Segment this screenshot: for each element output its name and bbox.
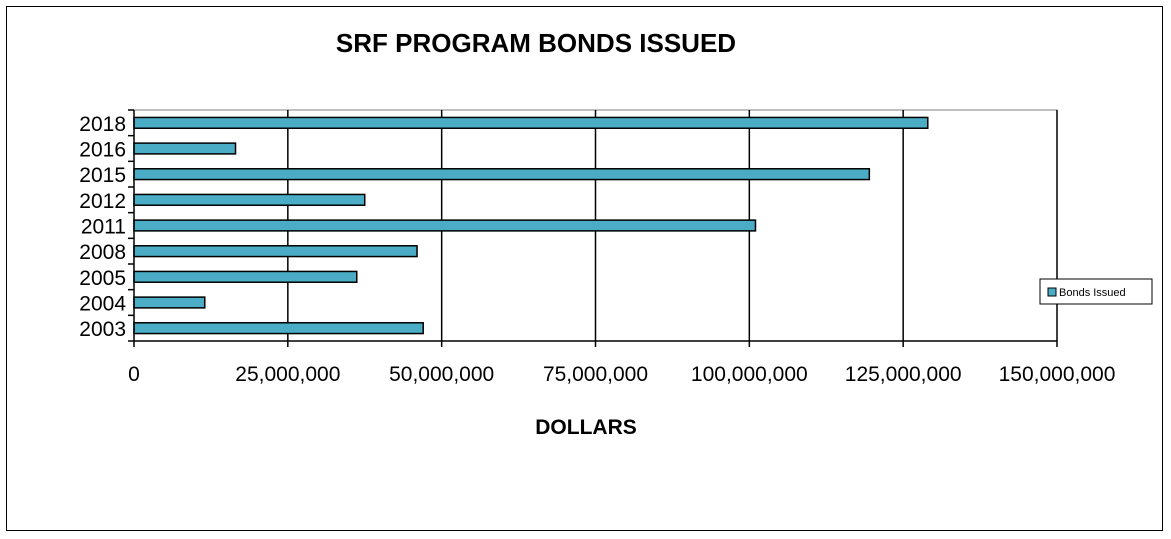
bar-2015 bbox=[133, 168, 871, 181]
chart-title: SRF PROGRAM BONDS ISSUED bbox=[336, 28, 736, 58]
y-tick-label: 2008 bbox=[79, 241, 126, 264]
y-tick-label: 2016 bbox=[79, 139, 126, 162]
x-axis-title: DOLLARS bbox=[535, 416, 637, 439]
x-tick-label: 50,000,000 bbox=[389, 363, 494, 386]
bar-2008 bbox=[133, 245, 418, 258]
y-tick-label: 2015 bbox=[79, 164, 126, 187]
x-tick-label: 125,000,000 bbox=[845, 363, 962, 386]
y-tick-label: 2005 bbox=[79, 267, 126, 290]
y-tick-label: 2018 bbox=[79, 113, 126, 136]
bar-2004 bbox=[133, 296, 206, 309]
bar-2005 bbox=[133, 270, 358, 283]
x-axis-ticks: 0 25,000,000 50,000,000 75,000,000 100,000,0… bbox=[128, 341, 1115, 386]
legend-label: Bonds Issued bbox=[1059, 287, 1126, 299]
x-tick-label: 25,000,000 bbox=[235, 363, 340, 386]
y-tick-label: 2003 bbox=[79, 318, 126, 341]
y-tick-label: 2011 bbox=[81, 216, 126, 239]
y-tick-label: 2004 bbox=[79, 293, 126, 316]
x-tick-label: 75,000,000 bbox=[543, 363, 648, 386]
x-tick-label: 100,000,000 bbox=[691, 363, 808, 386]
x-tick-label: 150,000,000 bbox=[999, 363, 1116, 386]
legend: Bonds Issued bbox=[1039, 278, 1153, 305]
bar-2012 bbox=[133, 193, 366, 206]
legend-swatch bbox=[1047, 287, 1057, 297]
bar-2003 bbox=[133, 322, 424, 335]
legend-box bbox=[1039, 278, 1153, 305]
bar-2011 bbox=[133, 219, 757, 232]
x-tick-label: 0 bbox=[128, 363, 140, 386]
bar-2016 bbox=[133, 142, 237, 155]
y-tick-label: 2012 bbox=[79, 190, 126, 213]
bar-2018 bbox=[133, 116, 929, 129]
